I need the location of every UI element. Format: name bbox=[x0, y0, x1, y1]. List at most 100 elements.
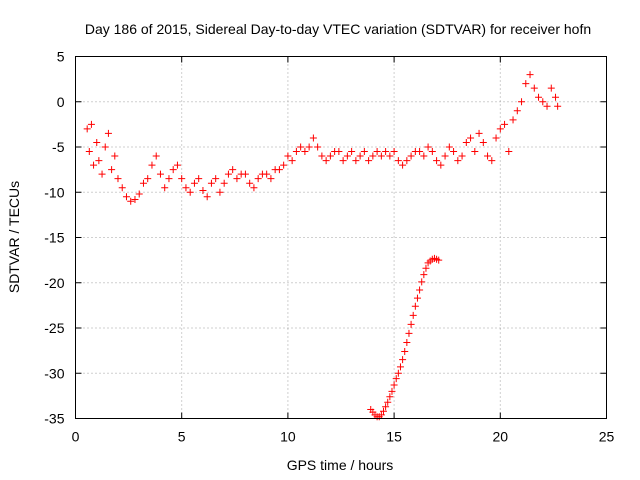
x-tick-label: 10 bbox=[280, 429, 296, 445]
data-point bbox=[365, 157, 373, 165]
data-point bbox=[135, 190, 143, 198]
data-point bbox=[314, 143, 322, 151]
x-tick-label: 5 bbox=[178, 429, 186, 445]
axis-ticks bbox=[75, 56, 607, 419]
data-point bbox=[85, 148, 93, 156]
x-axis-label: GPS time / hours bbox=[287, 457, 394, 473]
data-point bbox=[326, 152, 334, 160]
data-point bbox=[543, 102, 551, 110]
data-point bbox=[182, 184, 190, 192]
data-point bbox=[386, 152, 394, 160]
x-tick-label: 0 bbox=[72, 429, 80, 445]
data-point bbox=[392, 375, 400, 383]
data-point bbox=[322, 157, 330, 165]
data-point bbox=[369, 152, 377, 160]
data-point bbox=[114, 175, 122, 183]
data-point bbox=[401, 348, 409, 356]
data-point bbox=[309, 134, 317, 142]
data-point bbox=[335, 148, 343, 156]
data-point bbox=[111, 152, 119, 160]
data-point bbox=[108, 166, 116, 174]
data-point bbox=[403, 338, 411, 346]
data-point bbox=[220, 179, 228, 187]
data-point bbox=[505, 148, 513, 156]
data-point bbox=[360, 148, 368, 156]
y-tick-labels: 5 0 -5 -10 -15 -20 -25 -30 -35 bbox=[44, 49, 64, 427]
data-point bbox=[343, 152, 351, 160]
data-point bbox=[475, 129, 483, 137]
y-tick-label: -15 bbox=[44, 230, 64, 246]
data-point bbox=[445, 143, 453, 151]
data-point bbox=[501, 120, 509, 128]
data-point bbox=[422, 264, 430, 272]
data-point bbox=[454, 157, 462, 165]
data-point bbox=[407, 320, 415, 328]
data-point bbox=[165, 175, 173, 183]
y-tick-label: -35 bbox=[44, 411, 64, 427]
data-point bbox=[292, 148, 300, 156]
data-point bbox=[263, 170, 271, 178]
y-tick-label: -20 bbox=[44, 275, 64, 291]
data-point bbox=[405, 329, 413, 337]
data-point bbox=[83, 125, 91, 133]
data-point bbox=[382, 148, 390, 156]
data-point bbox=[390, 381, 398, 389]
data-point bbox=[382, 403, 390, 411]
data-point bbox=[373, 148, 381, 156]
data-point bbox=[409, 311, 417, 319]
data-point bbox=[87, 120, 95, 128]
data-point bbox=[267, 175, 275, 183]
data-point bbox=[441, 152, 449, 160]
data-point bbox=[433, 157, 441, 165]
data-point bbox=[535, 93, 543, 101]
data-point bbox=[169, 166, 177, 174]
data-point bbox=[118, 184, 126, 192]
data-point bbox=[224, 170, 232, 178]
data-point bbox=[297, 143, 305, 151]
data-point bbox=[390, 148, 398, 156]
data-point bbox=[301, 148, 309, 156]
data-point bbox=[424, 143, 432, 151]
data-point bbox=[435, 256, 443, 264]
data-point bbox=[488, 157, 496, 165]
plot-frame bbox=[75, 56, 607, 419]
data-point bbox=[420, 271, 428, 279]
data-point bbox=[458, 152, 466, 160]
data-point bbox=[305, 143, 313, 151]
data-point bbox=[552, 93, 560, 101]
data-point bbox=[156, 170, 164, 178]
data-point bbox=[161, 184, 169, 192]
data-point bbox=[386, 393, 394, 401]
series-1 bbox=[367, 254, 443, 421]
data-point bbox=[195, 175, 203, 183]
data-point bbox=[384, 398, 392, 406]
data-point bbox=[356, 152, 364, 160]
data-point bbox=[98, 170, 106, 178]
data-point bbox=[379, 407, 387, 415]
y-tick-label: 0 bbox=[57, 94, 65, 110]
data-point bbox=[203, 193, 211, 201]
data-point bbox=[411, 302, 419, 310]
data-point bbox=[101, 143, 109, 151]
data-point bbox=[484, 152, 492, 160]
data-point bbox=[496, 125, 504, 133]
data-point bbox=[388, 387, 396, 395]
data-point bbox=[246, 179, 254, 187]
data-point bbox=[288, 157, 296, 165]
data-point bbox=[396, 363, 404, 371]
data-point bbox=[399, 161, 407, 169]
x-tick-label: 15 bbox=[386, 429, 402, 445]
data-point bbox=[394, 369, 402, 377]
data-point bbox=[233, 175, 241, 183]
data-point bbox=[413, 294, 421, 302]
grid bbox=[75, 56, 607, 419]
data-point bbox=[186, 188, 194, 196]
data-point bbox=[104, 129, 112, 137]
x-tick-labels: 0 5 10 15 20 25 bbox=[72, 429, 615, 445]
data-point bbox=[450, 148, 458, 156]
data-point bbox=[407, 152, 415, 160]
data-marks bbox=[83, 71, 562, 421]
data-point bbox=[148, 161, 156, 169]
data-point bbox=[513, 107, 521, 115]
data-point bbox=[509, 116, 517, 124]
